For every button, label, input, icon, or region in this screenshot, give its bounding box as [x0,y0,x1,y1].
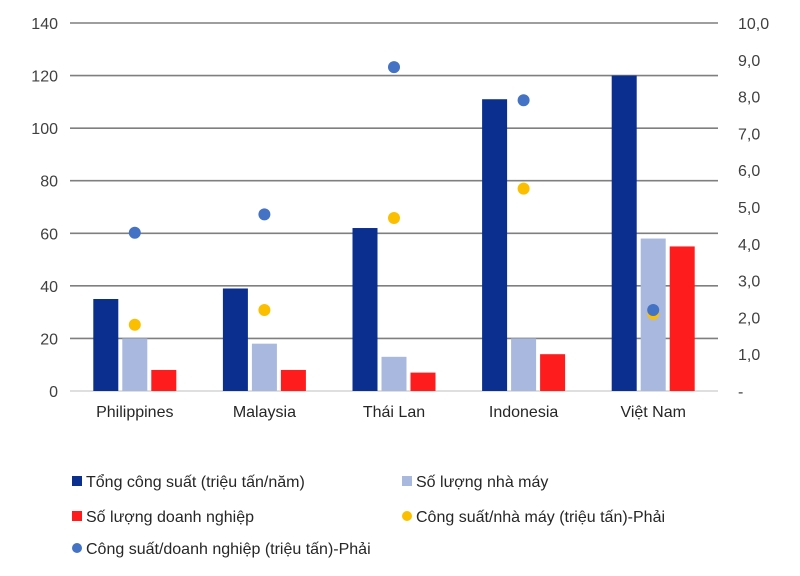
gridlines [70,22,718,392]
bar-s-l-ng-nh-m-y-th-i-lan [381,356,407,391]
right-tick-label: 3,0 [738,274,760,291]
legend-label: Công suất/nhà máy (triệu tấn)-Phải [416,509,665,526]
legend-label: Số lượng nhà máy [416,474,548,491]
right-tick-label: 5,0 [738,200,760,217]
category-labels: Philippines Malaysia Thái Lan Indonesia Việt… [96,404,686,421]
left-tick-label: 120 [31,69,58,86]
right-tick-label: 1,0 [738,347,760,364]
left-tick-label: 140 [31,16,58,33]
left-tick-label: 40 [40,279,58,296]
category-label: Philippines [96,404,173,421]
right-tick-label: 2,0 [738,310,760,327]
dots [128,61,660,331]
bar-t-ng-c-ng-su-t-tri-u-philippines [93,299,119,391]
left-tick-label: 0 [49,384,58,401]
right-tick-label: 7,0 [738,126,760,143]
bar-s-l-ng-nh-m-y-malaysia [251,343,277,391]
bar-s-l-ng-nh-m-y-philippines [122,338,148,391]
left-tick-label: 100 [31,121,58,138]
bars [93,75,695,392]
legend-marker [72,543,82,553]
category-label: Indonesia [489,404,558,421]
dot-malaysia [258,208,271,221]
bar-s-l-ng-doanh-nghi-p-philippines [151,369,177,391]
legend-swatch [72,511,82,521]
dot-vi-t-nam [647,304,660,317]
bar-s-l-ng-doanh-nghi-p-th-i-lan [410,372,436,391]
bar-t-ng-c-ng-su-t-tri-u-th-i-lan [352,228,378,391]
bar-s-l-ng-doanh-nghi-p-indonesia [540,354,566,391]
category-label: Malaysia [233,404,296,421]
bar-s-l-ng-doanh-nghi-p-malaysia [280,369,306,391]
bar-t-ng-c-ng-su-t-tri-u-malaysia [222,288,248,391]
dot-malaysia [258,304,271,317]
legend-swatch [402,476,412,486]
category-label: Thái Lan [363,404,425,421]
dot-philippines [128,226,141,239]
dot-th-i-lan [388,61,400,74]
dot-th-i-lan [388,212,400,225]
bar-t-ng-c-ng-su-t-tri-u-indonesia [482,99,508,391]
bar-t-ng-c-ng-su-t-tri-u-vi-t-nam [611,75,637,392]
left-axis: 0 20 40 60 80 100 120 140 [31,16,58,401]
legend-label: Tổng công suất (triệu tấn/năm) [86,473,305,491]
legend-label: Công suất/doanh nghiệp (triệu tấn)-Phải [86,541,371,558]
bar-s-l-ng-doanh-nghi-p-vi-t-nam [669,246,695,391]
left-tick-label: 80 [40,174,58,191]
left-tick-label: 20 [40,331,58,348]
dot-philippines [128,318,141,331]
bar-s-l-ng-nh-m-y-indonesia [511,338,537,391]
dot-indonesia [517,182,530,195]
right-tick-label: 4,0 [738,237,760,254]
right-tick-label: 8,0 [738,90,760,107]
right-tick-label: - [738,384,743,401]
category-label: Việt Nam [620,404,686,421]
legend: Tổng công suất (triệu tấn/năm) Số lượng n… [72,473,665,558]
legend-swatch [72,476,82,486]
left-tick-label: 60 [40,226,58,243]
right-axis: - 1,0 2,0 3,0 4,0 5,0 6,0 7,0 8,0 9,0 10,0 [738,16,769,401]
right-tick-label: 10,0 [738,16,769,33]
right-tick-label: 9,0 [738,53,760,70]
right-tick-label: 6,0 [738,163,760,180]
legend-label: Số lượng doanh nghiệp [86,509,254,526]
dot-indonesia [517,94,530,107]
legend-marker [402,511,412,521]
